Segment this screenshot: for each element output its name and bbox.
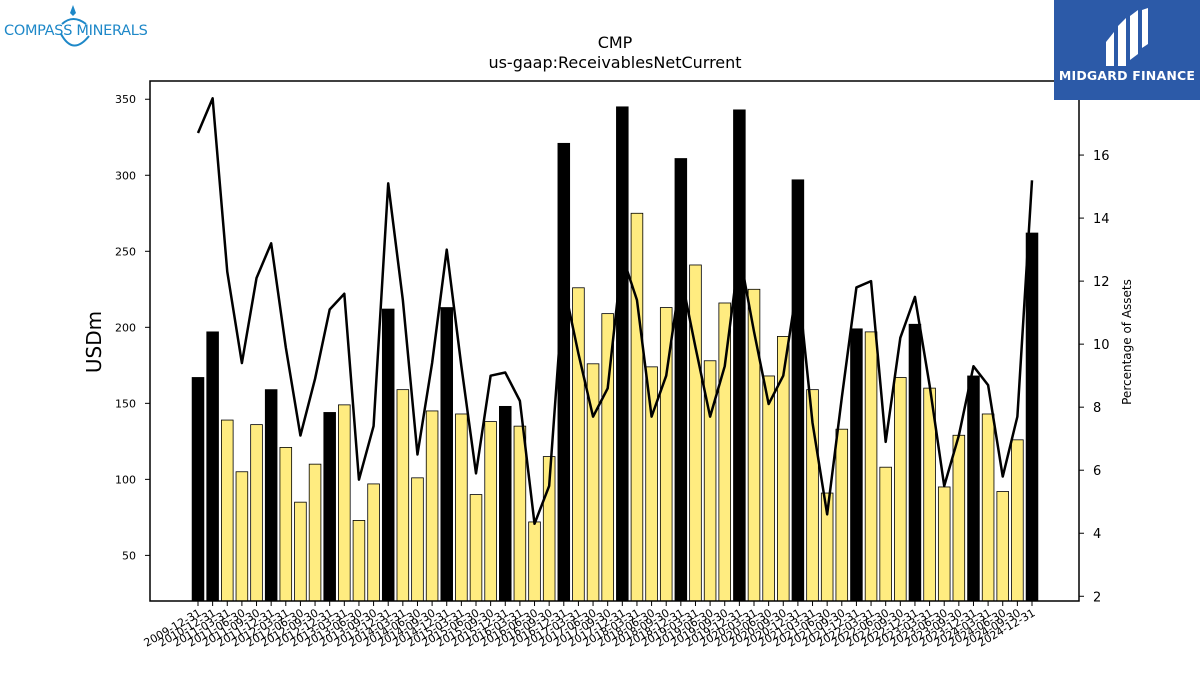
chart-subtitle: us-gaap:ReceivablesNetCurrent <box>488 53 741 72</box>
y-tick-label: 350 <box>115 93 136 106</box>
bar <box>894 377 907 602</box>
y2-tick-label: 16 <box>1093 149 1110 164</box>
bar <box>323 412 336 602</box>
bar <box>908 323 922 602</box>
midgard-finance-logo: MIDGARD FINANCE <box>1054 0 1200 100</box>
bar <box>674 158 688 602</box>
y-axis-left: 50 100 150 200 250 300 350 <box>115 93 150 562</box>
y-axis-label: USDm <box>82 311 106 373</box>
y-axis-right: 2 4 6 8 10 12 14 16 <box>1079 149 1110 605</box>
y2-tick-label: 10 <box>1093 338 1110 353</box>
chart-title: CMP <box>598 33 633 52</box>
bar <box>191 377 205 602</box>
y-tick-label: 300 <box>115 169 136 182</box>
bar <box>484 421 497 602</box>
bar <box>835 428 849 602</box>
y2-tick-label: 2 <box>1093 590 1101 605</box>
bar <box>221 419 234 602</box>
bar <box>557 142 571 602</box>
bar <box>367 483 380 602</box>
bar <box>396 389 410 602</box>
y-tick-label: 100 <box>115 473 136 486</box>
bar <box>499 405 512 602</box>
y2-tick-label: 14 <box>1093 212 1110 227</box>
bar <box>235 471 249 602</box>
y-tick-label: 150 <box>115 397 136 410</box>
bar <box>952 434 966 602</box>
x-axis: 2009-12-312010-12-312011-03-312011-06-30… <box>142 601 1038 650</box>
y-tick-label: 50 <box>122 549 136 562</box>
bar-series <box>191 106 1039 602</box>
bar <box>689 264 702 602</box>
bar <box>967 375 980 602</box>
bar <box>411 477 424 602</box>
bar <box>381 308 395 602</box>
bar <box>455 413 468 602</box>
bar <box>864 331 878 602</box>
line-series <box>196 97 1034 526</box>
y2-tick-label: 12 <box>1093 275 1110 290</box>
bar <box>264 389 278 602</box>
bar <box>425 410 439 602</box>
bar <box>469 494 483 602</box>
bar <box>937 486 951 602</box>
bar <box>440 307 453 602</box>
bar <box>250 424 263 602</box>
bar <box>981 413 995 602</box>
bar <box>513 425 527 602</box>
bar <box>791 179 805 602</box>
bar <box>616 106 629 602</box>
bar <box>206 331 219 602</box>
bar <box>630 212 644 602</box>
midgard-emblem-icon <box>1106 8 1148 66</box>
y-tick-label: 200 <box>115 321 136 334</box>
bar <box>352 520 366 602</box>
bar <box>718 302 731 602</box>
compass-star-icon <box>60 5 90 47</box>
bar <box>996 491 1009 602</box>
y-tick-label: 250 <box>115 245 136 258</box>
compass-minerals-wordmark: COMPASS MINERALS <box>4 23 148 39</box>
bar <box>1011 439 1024 602</box>
y2-tick-label: 8 <box>1093 401 1101 416</box>
compass-minerals-logo: COMPASS MINERALS <box>4 4 154 56</box>
bar <box>294 501 307 602</box>
bar <box>1025 232 1039 602</box>
plot-frame <box>149 80 1080 602</box>
bar <box>850 328 863 602</box>
y2-axis-label: Percentage of Assets <box>1120 279 1134 405</box>
y2-tick-label: 4 <box>1093 527 1101 542</box>
bar <box>338 404 351 602</box>
y2-tick-label: 6 <box>1093 464 1101 479</box>
bar <box>762 375 775 602</box>
bar <box>733 109 746 602</box>
percentage-line <box>196 97 1034 526</box>
bar <box>308 463 322 602</box>
bar <box>528 521 541 602</box>
midgard-finance-wordmark: MIDGARD FINANCE <box>1058 68 1196 83</box>
bar <box>879 466 892 602</box>
bar <box>279 447 293 602</box>
